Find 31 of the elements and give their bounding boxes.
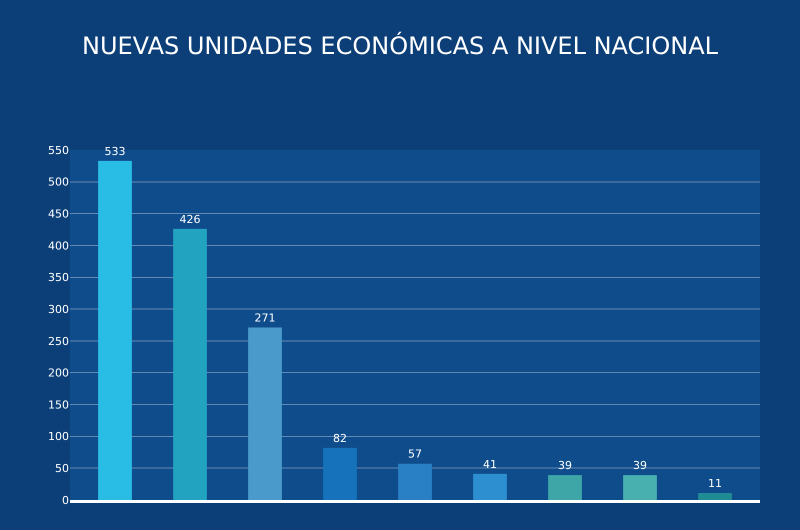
- data-label: 82: [333, 432, 348, 445]
- y-tick-label: 200: [48, 366, 69, 380]
- bar: [323, 448, 357, 500]
- y-tick-label: 400: [48, 239, 69, 252]
- y-tick-label: 300: [48, 302, 69, 316]
- y-tick-label: 50: [55, 462, 69, 476]
- bar: [623, 475, 657, 500]
- y-tick-label: 450: [48, 207, 69, 220]
- bar: [98, 160, 132, 500]
- y-tick-label: 350: [48, 271, 69, 284]
- y-tick-label: 0: [62, 494, 69, 507]
- chart-title: NUEVAS UNIDADES ECONÓMICAS A NIVEL NACIONAL: [82, 30, 719, 60]
- bar: [473, 474, 507, 500]
- bar: [173, 228, 207, 500]
- data-label: 41: [483, 458, 498, 471]
- bar: [698, 493, 732, 500]
- data-label: 39: [633, 459, 648, 472]
- data-label: 426: [180, 212, 201, 226]
- y-tick-label: 250: [48, 334, 69, 348]
- data-label: 57: [408, 448, 422, 461]
- bar: [548, 475, 582, 500]
- y-tick-label: 550: [48, 144, 69, 157]
- bar: [248, 328, 282, 500]
- y-tick-label: 500: [48, 176, 69, 189]
- bar: [398, 464, 432, 500]
- data-label: 39: [558, 459, 572, 472]
- data-label: 533: [104, 144, 126, 158]
- data-label: 271: [254, 312, 276, 325]
- data-label: 11: [708, 477, 722, 490]
- y-tick-label: 100: [48, 430, 69, 444]
- y-tick-label: 150: [48, 398, 69, 412]
